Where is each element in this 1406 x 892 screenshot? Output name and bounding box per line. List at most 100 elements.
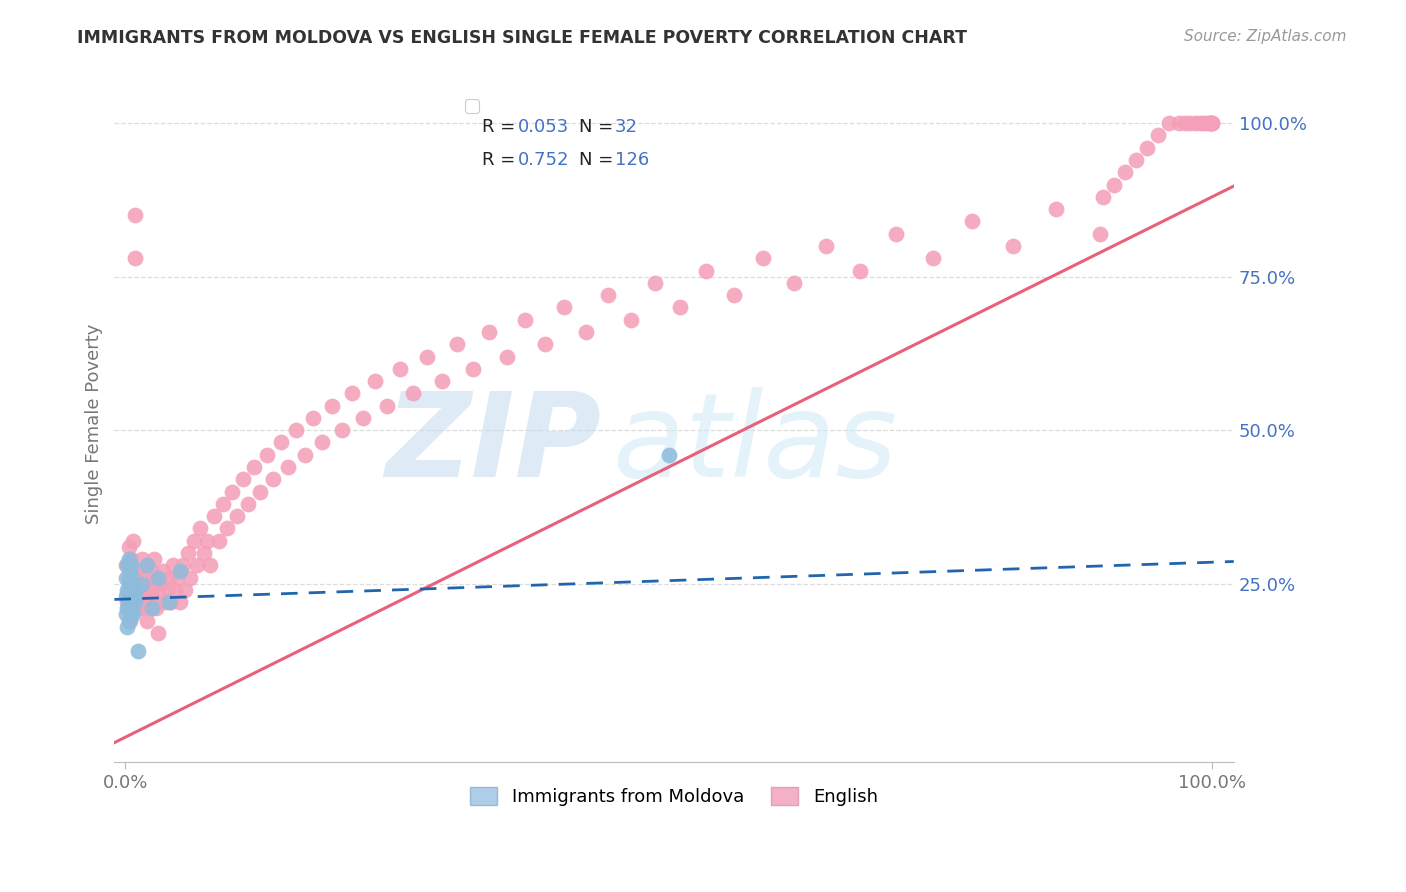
Text: Source: ZipAtlas.com: Source: ZipAtlas.com <box>1184 29 1347 44</box>
Point <box>1184 116 1206 130</box>
Point <box>122 589 145 603</box>
Point <box>142 552 165 566</box>
Point <box>402 386 425 401</box>
Point <box>921 252 943 266</box>
Point <box>117 620 139 634</box>
Point <box>124 252 146 266</box>
Point <box>120 552 142 566</box>
Point <box>960 214 983 228</box>
Point <box>122 576 145 591</box>
Point <box>188 521 211 535</box>
Point <box>179 570 201 584</box>
Point <box>135 582 157 597</box>
Point <box>121 589 143 603</box>
Point <box>553 301 575 315</box>
Point <box>128 601 150 615</box>
Point <box>1146 128 1168 143</box>
Point <box>311 435 333 450</box>
Point <box>131 601 153 615</box>
Point <box>430 374 453 388</box>
Point <box>270 435 292 450</box>
Point <box>695 263 717 277</box>
Point <box>195 533 218 548</box>
Point <box>226 509 249 524</box>
Point <box>177 546 200 560</box>
Point <box>849 263 872 277</box>
Point <box>1180 116 1202 130</box>
Point <box>156 582 179 597</box>
Point <box>146 570 169 584</box>
Point <box>120 558 142 573</box>
Text: R =: R = <box>482 118 520 136</box>
Point <box>115 558 138 573</box>
Point <box>1102 178 1125 192</box>
Point <box>134 595 156 609</box>
Point <box>515 312 537 326</box>
Point <box>1168 116 1191 130</box>
Point <box>321 399 343 413</box>
Point <box>330 423 353 437</box>
Point <box>131 576 153 591</box>
Point <box>723 288 745 302</box>
Point <box>117 595 139 609</box>
Point <box>138 576 160 591</box>
Point <box>256 448 278 462</box>
Point <box>495 350 517 364</box>
Point <box>115 589 138 603</box>
Point <box>122 533 145 548</box>
Point <box>145 601 167 615</box>
Point <box>127 589 149 603</box>
Point <box>389 361 412 376</box>
Point <box>533 337 555 351</box>
Point <box>117 614 139 628</box>
Point <box>575 325 598 339</box>
Point <box>284 423 307 437</box>
Point <box>174 582 197 597</box>
Point <box>249 484 271 499</box>
Text: IMMIGRANTS FROM MOLDOVA VS ENGLISH SINGLE FEMALE POVERTY CORRELATION CHART: IMMIGRANTS FROM MOLDOVA VS ENGLISH SINGL… <box>77 29 967 46</box>
Point <box>1199 116 1222 130</box>
Point <box>1189 116 1212 130</box>
Point <box>620 312 643 326</box>
Y-axis label: Single Female Poverty: Single Female Poverty <box>86 324 103 524</box>
Point <box>124 595 146 609</box>
Point <box>146 625 169 640</box>
Point <box>1199 116 1222 130</box>
Point <box>141 565 163 579</box>
Point <box>121 570 143 584</box>
Point <box>198 558 221 573</box>
Point <box>117 601 139 615</box>
Point <box>120 582 142 597</box>
Point <box>132 565 155 579</box>
Point <box>143 576 166 591</box>
Point <box>118 589 141 603</box>
Point <box>169 595 191 609</box>
Point <box>117 582 139 597</box>
Point <box>148 589 170 603</box>
Point <box>1088 227 1111 241</box>
Point <box>186 558 208 573</box>
Point <box>117 576 139 591</box>
Text: N =: N = <box>579 118 619 136</box>
Point <box>127 644 149 658</box>
Point <box>125 565 148 579</box>
Point <box>136 614 159 628</box>
Point <box>162 558 184 573</box>
Point <box>122 607 145 622</box>
Point <box>183 533 205 548</box>
Point <box>1201 116 1223 130</box>
Point <box>117 595 139 609</box>
Point <box>1136 141 1159 155</box>
Point <box>815 239 838 253</box>
Point <box>658 448 681 462</box>
Point <box>277 460 299 475</box>
Point <box>884 227 907 241</box>
Point <box>141 601 163 615</box>
Point <box>166 570 188 584</box>
Point <box>152 565 174 579</box>
Text: 0.752: 0.752 <box>517 152 569 169</box>
Point <box>1045 202 1067 216</box>
Point <box>122 589 145 603</box>
Point <box>644 276 666 290</box>
Point <box>262 472 284 486</box>
